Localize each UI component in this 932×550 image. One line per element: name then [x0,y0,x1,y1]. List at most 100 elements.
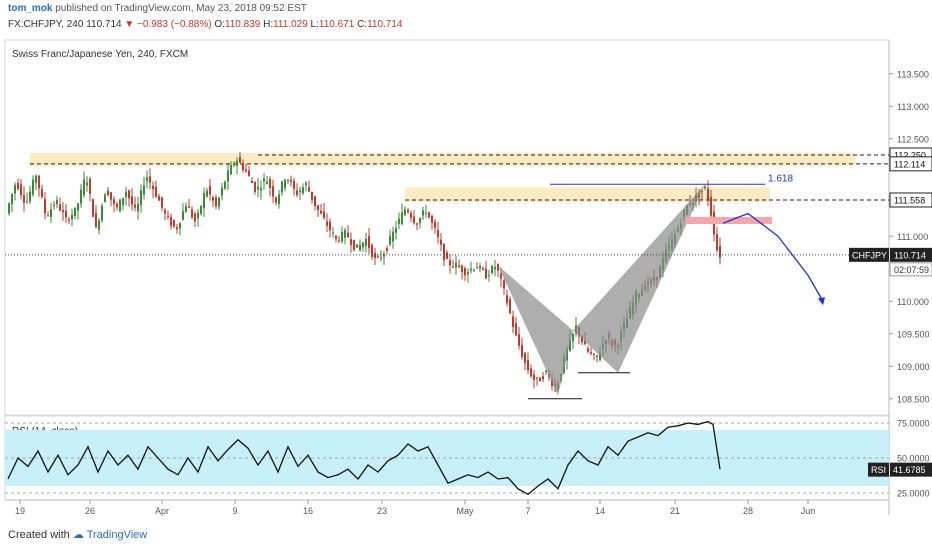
time-tick-label: 21 [670,506,680,516]
candle-body [398,218,400,224]
candle-body [233,163,235,165]
candle-body [596,355,598,357]
candle-body [701,190,703,192]
candle-body [527,360,529,371]
candle-body [443,243,445,261]
candle-body [509,299,511,314]
tradingview-logo-icon: ☁ [72,529,84,541]
rsi-band [5,430,889,486]
candle-body [710,196,712,216]
candle-body [329,222,331,231]
candle-body [17,183,19,189]
candle-body [314,196,316,207]
publisher-line: tom_mok published on TradingView.com, Ma… [8,3,307,14]
candle-body [218,197,220,207]
candle-body [56,199,58,205]
time-tick-label: 7 [525,506,530,516]
candle-body [446,252,448,259]
candle-body [461,265,463,273]
price-tick-label: 112.500 [897,134,929,144]
price-tick-label: 111.000 [897,232,928,242]
candle-body [581,336,583,343]
candle-body [86,182,88,186]
candle-body [416,223,418,225]
chart-title: Swiss Franc/Japanese Yen, 240, FXCM [12,49,188,60]
candle-body [59,204,61,211]
candle-body [386,248,388,251]
candle-body [230,165,232,175]
candle-body [368,235,370,248]
candle-body [362,242,364,248]
candle-body [257,186,259,190]
high-label: H: [263,19,274,30]
candle-body [8,203,10,214]
harmonic-pattern-triangle[interactable] [498,265,573,396]
candle-body [365,239,367,247]
candle-body [212,197,214,201]
projection-arrow[interactable] [722,212,824,302]
candle-body [278,194,280,204]
candle-body [170,216,172,226]
candle-body [293,181,295,189]
time-tick-label: Jun [801,506,816,516]
rsi-tick-label: 75.0000 [897,419,930,429]
candle-body [275,197,277,203]
open-value: 110.839 [224,19,261,30]
candle-body [110,192,112,200]
supply-zone [258,153,855,166]
candle-body [704,186,706,189]
candle-body [242,163,244,171]
candle-body [185,205,187,213]
candle-body [89,178,91,194]
candle-body [428,212,430,218]
candle-body [104,194,106,203]
candle-body [413,216,415,224]
candle-body [452,266,454,268]
candle-body [395,228,397,233]
candle-body [590,352,592,354]
high-value: 111.029 [273,19,308,30]
projection-arrowhead [818,297,825,306]
publisher-user[interactable]: tom_mok [8,3,53,14]
candle-body [719,245,721,258]
candle-body [374,253,376,258]
candle-body [164,210,166,214]
candle-body [272,186,274,197]
candle-body [332,232,334,234]
candle-body [182,211,184,220]
candle-body [437,230,439,237]
candle-body [173,220,175,227]
candle-body [476,267,478,269]
rsi-value-tag-label: 41.6785 [893,465,926,475]
price-change: −0.983 (−0.88%) [137,19,212,30]
candle-body [503,280,505,289]
candle-body [506,295,508,304]
harmonic-pattern-triangle[interactable] [573,184,705,373]
candle-body [290,179,292,182]
close-value: 110.714 [367,19,403,30]
candle-body [545,370,547,373]
candle-body [221,187,223,196]
candle-body [137,204,139,212]
candle-body [536,377,538,379]
tradingview-brand[interactable]: TradingView [86,529,148,541]
candle-body [521,345,523,358]
rsi-line[interactable] [7,420,721,496]
candle-body [206,190,208,197]
last-price: 110.714 [86,19,122,30]
candle-body [26,201,28,203]
candle-body [41,189,43,197]
candle-body [122,198,124,205]
candle-body [107,190,109,196]
candle-body [587,348,589,352]
candle-body [491,266,493,273]
countdown-tag [889,262,932,277]
candle-body [191,209,193,218]
price-tick-label: 108.500 [897,394,930,404]
candle-body [467,272,469,275]
price-tick-label: 109.500 [897,329,930,339]
candle-body [92,199,94,217]
candle-body [179,223,181,229]
candle-body [68,219,70,221]
